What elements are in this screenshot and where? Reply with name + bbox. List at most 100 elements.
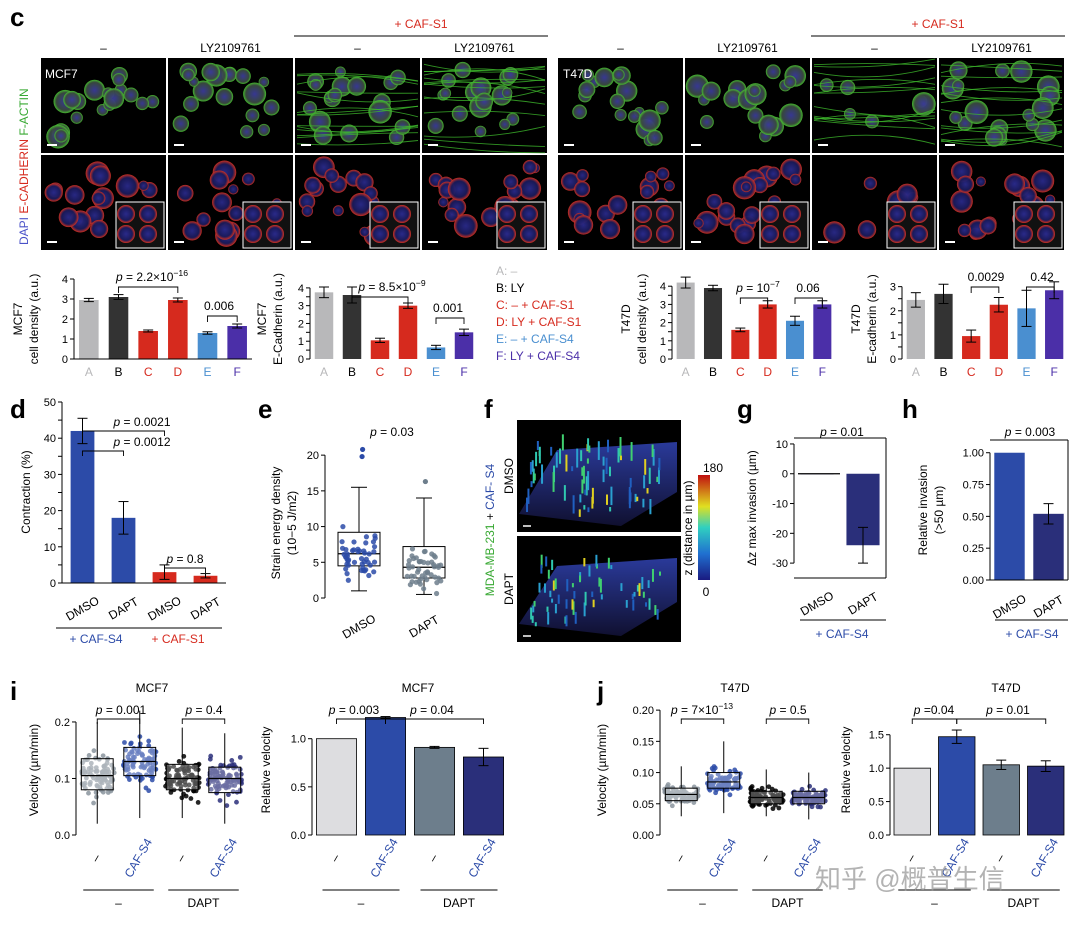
x-tick-label: – (88, 851, 104, 864)
x-tick-label: E (432, 365, 440, 379)
legend-entry: E: – + CAF-S4 (496, 332, 574, 346)
data-point (807, 783, 813, 789)
data-point (345, 577, 351, 583)
data-point (799, 786, 805, 792)
significance-bracket (181, 718, 226, 724)
watermark: 知乎 @概普生信 (815, 864, 1005, 894)
inset-cell (783, 205, 801, 223)
data-point (434, 580, 440, 586)
box (337, 531, 381, 567)
data-point (218, 762, 224, 768)
cell (956, 175, 975, 193)
cell (196, 212, 211, 227)
p-value-text: = 0.5 (776, 703, 807, 717)
bar (1033, 513, 1064, 580)
panel-j: j T47D 0.00 0.05 0.10 0.15 0.20 Velocity (µm/mi… (595, 676, 1065, 910)
data-point (358, 556, 365, 562)
data-point (416, 559, 422, 565)
p-symbol: p (409, 703, 417, 717)
cell (481, 207, 501, 227)
x-tick-label: – (327, 851, 343, 864)
data-point (176, 759, 182, 764)
group-label: DAPT (443, 896, 476, 910)
colorbar-label: z (distance in µm) (681, 481, 695, 576)
data-point (207, 756, 213, 762)
box (165, 763, 199, 791)
cell-line-label-t47d: T47D (563, 67, 593, 81)
data-point (105, 790, 111, 795)
data-point (137, 772, 143, 778)
data-point (95, 775, 101, 781)
actin-fiber (296, 74, 419, 85)
inset-cell (117, 205, 135, 223)
y-tick-label: 3 (890, 282, 896, 294)
bar (314, 292, 334, 359)
significance-bracket (164, 567, 206, 573)
cell (783, 75, 797, 89)
x-tick-label: DAPT (407, 612, 442, 640)
inset-cell (656, 225, 674, 243)
landscape-surface (519, 558, 677, 636)
y-tick-label: 2 (660, 318, 666, 330)
actin-fiber (296, 126, 419, 137)
p-symbol: p (768, 703, 776, 717)
x-tick-label: – (672, 851, 688, 864)
cell (332, 205, 344, 217)
x-tick-label: C (376, 365, 385, 379)
data-point (665, 789, 671, 795)
bar (1027, 765, 1065, 836)
cell (334, 66, 346, 78)
inset-cell (498, 225, 516, 243)
y-tick-label: 2 (890, 306, 896, 318)
y-tick-label: 0.25 (963, 543, 984, 555)
cell (439, 87, 452, 100)
panel-label-c: c (10, 2, 24, 32)
data-point (231, 762, 237, 768)
actin-fiber (423, 68, 546, 81)
box (80, 758, 114, 791)
bar (813, 304, 832, 359)
data-point (146, 743, 152, 749)
cell (1022, 108, 1036, 122)
actin-fiber (296, 132, 419, 139)
x-tick-label: E (1022, 365, 1030, 379)
cell (706, 193, 723, 210)
cell (518, 177, 542, 200)
data-point (217, 798, 223, 803)
p-symbol: p (735, 281, 743, 295)
cell (263, 99, 280, 116)
cell (182, 68, 195, 82)
header-condition: LY2109761 (454, 41, 515, 55)
y-tick-label: 0.50 (963, 511, 984, 523)
p-value-label: 0.0029 (968, 270, 1005, 284)
y-tick-label: -30 (772, 558, 788, 570)
bar (758, 304, 777, 359)
y-tick-label: 1.0 (291, 734, 306, 746)
inset-cell (1015, 225, 1033, 243)
inset-cell (1015, 205, 1033, 223)
cell (228, 205, 244, 222)
bar (1017, 308, 1036, 359)
box (707, 772, 741, 789)
data-point (182, 770, 188, 776)
cell (241, 172, 255, 186)
data-point (371, 544, 378, 550)
cell (54, 129, 68, 143)
cell (454, 61, 471, 79)
data-point (80, 765, 86, 771)
x-tick-label: CAF-S4 (465, 836, 499, 880)
cell (863, 176, 877, 190)
p-value-label: 0.06 (796, 281, 820, 295)
panel-h: h 0.00 0.25 0.50 0.75 1.00 Relative invasion (>… (902, 394, 1069, 641)
data-point (724, 786, 730, 792)
y-tick-label: 0.0 (869, 830, 884, 842)
actin-fiber (940, 131, 1063, 147)
data-point (406, 558, 412, 564)
cell (985, 128, 1004, 147)
cell (765, 64, 781, 80)
data-point (177, 767, 183, 772)
data-point (123, 747, 129, 753)
cell (647, 129, 663, 146)
cell (298, 193, 316, 210)
y-tick-label: 1 (890, 330, 896, 342)
